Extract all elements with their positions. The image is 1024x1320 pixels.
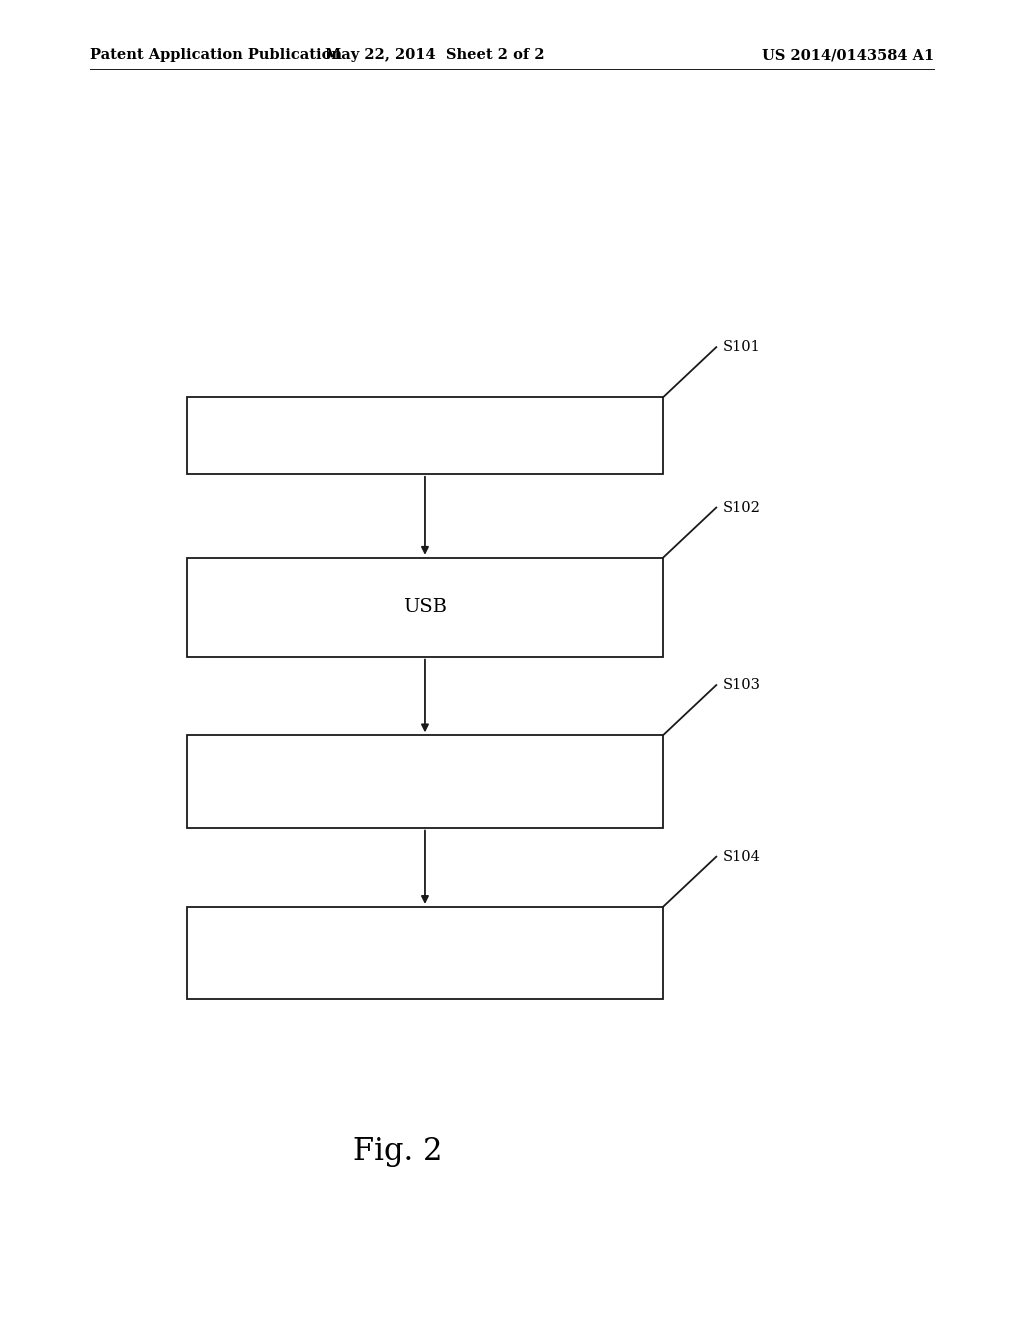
Text: US 2014/0143584 A1: US 2014/0143584 A1 (762, 49, 934, 62)
Text: S102: S102 (723, 500, 760, 515)
Text: S103: S103 (723, 678, 761, 692)
Text: Patent Application Publication: Patent Application Publication (90, 49, 342, 62)
Text: S101: S101 (723, 341, 760, 354)
Text: S104: S104 (723, 850, 760, 863)
Bar (186, 397, 664, 474)
Bar (186, 735, 664, 828)
Bar (186, 557, 664, 656)
Text: May 22, 2014  Sheet 2 of 2: May 22, 2014 Sheet 2 of 2 (326, 49, 545, 62)
Text: USB: USB (403, 598, 446, 616)
Text: Fig. 2: Fig. 2 (352, 1135, 442, 1167)
Bar (186, 907, 664, 999)
